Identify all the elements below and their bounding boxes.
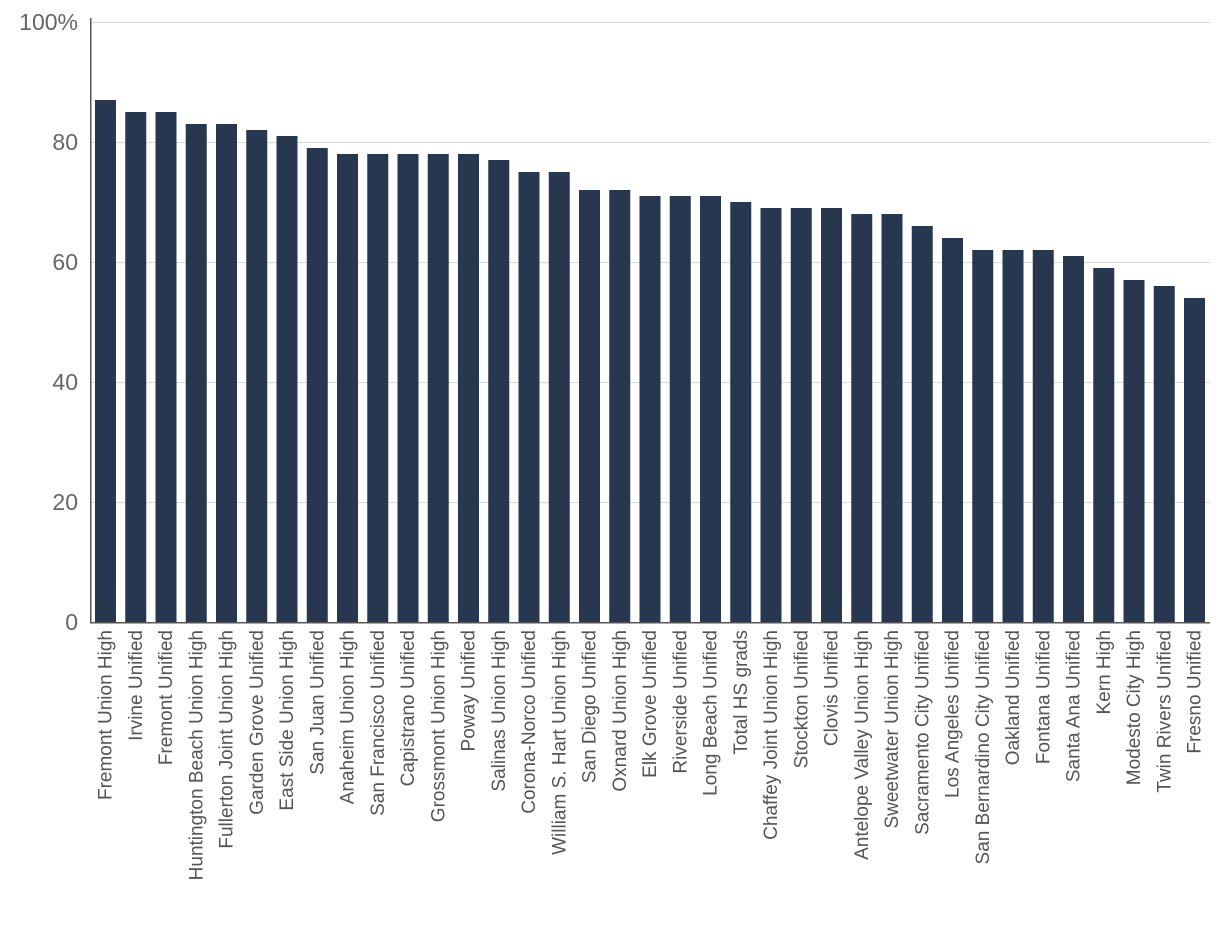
bar [881, 214, 903, 622]
bar [639, 196, 661, 622]
x-tick-label: Riverside Unified [670, 630, 691, 774]
y-tick-label: 60 [52, 249, 78, 275]
x-tick-label: San Bernardino City Unified [973, 630, 994, 864]
x-tick-label: Sweetwater Union High [882, 630, 903, 829]
bar [185, 124, 207, 622]
x-tick-label: Fremont Unified [156, 630, 177, 765]
bar [609, 190, 631, 622]
x-tick-label: Elk Grove Unified [640, 630, 661, 778]
x-tick-label: Clovis Unified [822, 630, 843, 746]
x-tick-label: Long Beach Unified [701, 630, 722, 796]
x-tick-label: Antelope Valley Union High [852, 630, 873, 860]
x-tick-label: Anaheim Union High [338, 630, 359, 804]
y-tick-label: 0 [65, 609, 78, 635]
x-tick-label: Capistrano Unified [398, 630, 419, 786]
x-tick-label: San Francisco Unified [368, 630, 389, 816]
y-tick-label: 40 [52, 369, 78, 395]
x-tick-label: San Diego Unified [580, 630, 601, 783]
bar [1063, 256, 1084, 622]
x-tick-label: Total HS grads [731, 630, 752, 755]
y-tick-label: 20 [52, 489, 78, 515]
bar [669, 196, 691, 622]
x-tick-label: Sacramento City Unified [912, 630, 933, 835]
bar [579, 190, 600, 622]
y-tick-labels: 0 20 40 60 80 100% [19, 9, 78, 635]
bar [276, 136, 298, 622]
bar [972, 250, 994, 622]
x-tick-label: Kern High [1094, 630, 1115, 715]
axes [89, 18, 1210, 624]
bar [821, 208, 842, 622]
x-tick-label: Salinas Union High [489, 630, 510, 792]
x-tick-label: Garden Grove Unified [247, 630, 268, 815]
bar [942, 238, 963, 622]
bar [1093, 268, 1115, 622]
bar [337, 154, 358, 622]
x-tick-label: San Juan Unified [307, 630, 328, 775]
x-tick-label: Fresno Unified [1185, 630, 1206, 754]
bar [730, 202, 752, 622]
bar [700, 196, 721, 622]
bar [1153, 286, 1175, 622]
bar [95, 100, 116, 622]
y-tick-label: 80 [52, 129, 78, 155]
bar [427, 154, 449, 622]
bar [397, 154, 419, 622]
x-tick-label: Poway Unified [459, 630, 480, 751]
x-tick-label: Oakland Unified [1003, 630, 1024, 765]
x-tick-label: Modesto City High [1124, 630, 1145, 785]
x-tick-label: East Side Union High [277, 630, 298, 811]
bar [790, 208, 812, 622]
x-tick-label: Grossmont Union High [428, 630, 449, 822]
x-tick-label: Oxnard Union High [610, 630, 631, 792]
bar [1032, 250, 1054, 622]
x-tick-label: Twin Rivers Unified [1154, 630, 1175, 793]
bar [155, 112, 177, 622]
bar [246, 130, 268, 622]
x-tick-label: Fullerton Joint Union High [217, 630, 238, 849]
bar [488, 160, 510, 622]
bar [1184, 298, 1205, 622]
x-tick-label: Santa Ana Unified [1064, 630, 1085, 782]
x-tick-label: Fremont Union High [96, 630, 117, 800]
x-tick-label: Irvine Unified [126, 630, 147, 741]
x-tick-label: Chaffey Joint Union High [761, 630, 782, 840]
bar [1123, 280, 1145, 622]
x-tick-label: Fontana Unified [1033, 630, 1054, 764]
bar [851, 214, 873, 622]
x-tick-label: Corona-Norco Unified [519, 630, 540, 814]
bar [911, 226, 933, 622]
x-tick-label: Stockton Unified [791, 630, 812, 768]
bars [95, 100, 1205, 622]
bar [458, 154, 479, 622]
x-tick-label: Huntington Beach Union High [186, 630, 207, 880]
bar [125, 112, 147, 622]
bar [367, 154, 389, 622]
y-tick-label: 100% [19, 9, 78, 35]
x-tick-labels: Fremont Union High Irvine Unified Fremont … [96, 630, 1206, 880]
bar [548, 172, 570, 622]
bar [518, 172, 540, 622]
bar [306, 148, 328, 622]
bar [760, 208, 782, 622]
x-tick-label: Los Angeles Unified [943, 630, 964, 798]
bar [216, 124, 237, 622]
bar [1002, 250, 1024, 622]
x-tick-label: William S. Hart Union High [549, 630, 570, 855]
